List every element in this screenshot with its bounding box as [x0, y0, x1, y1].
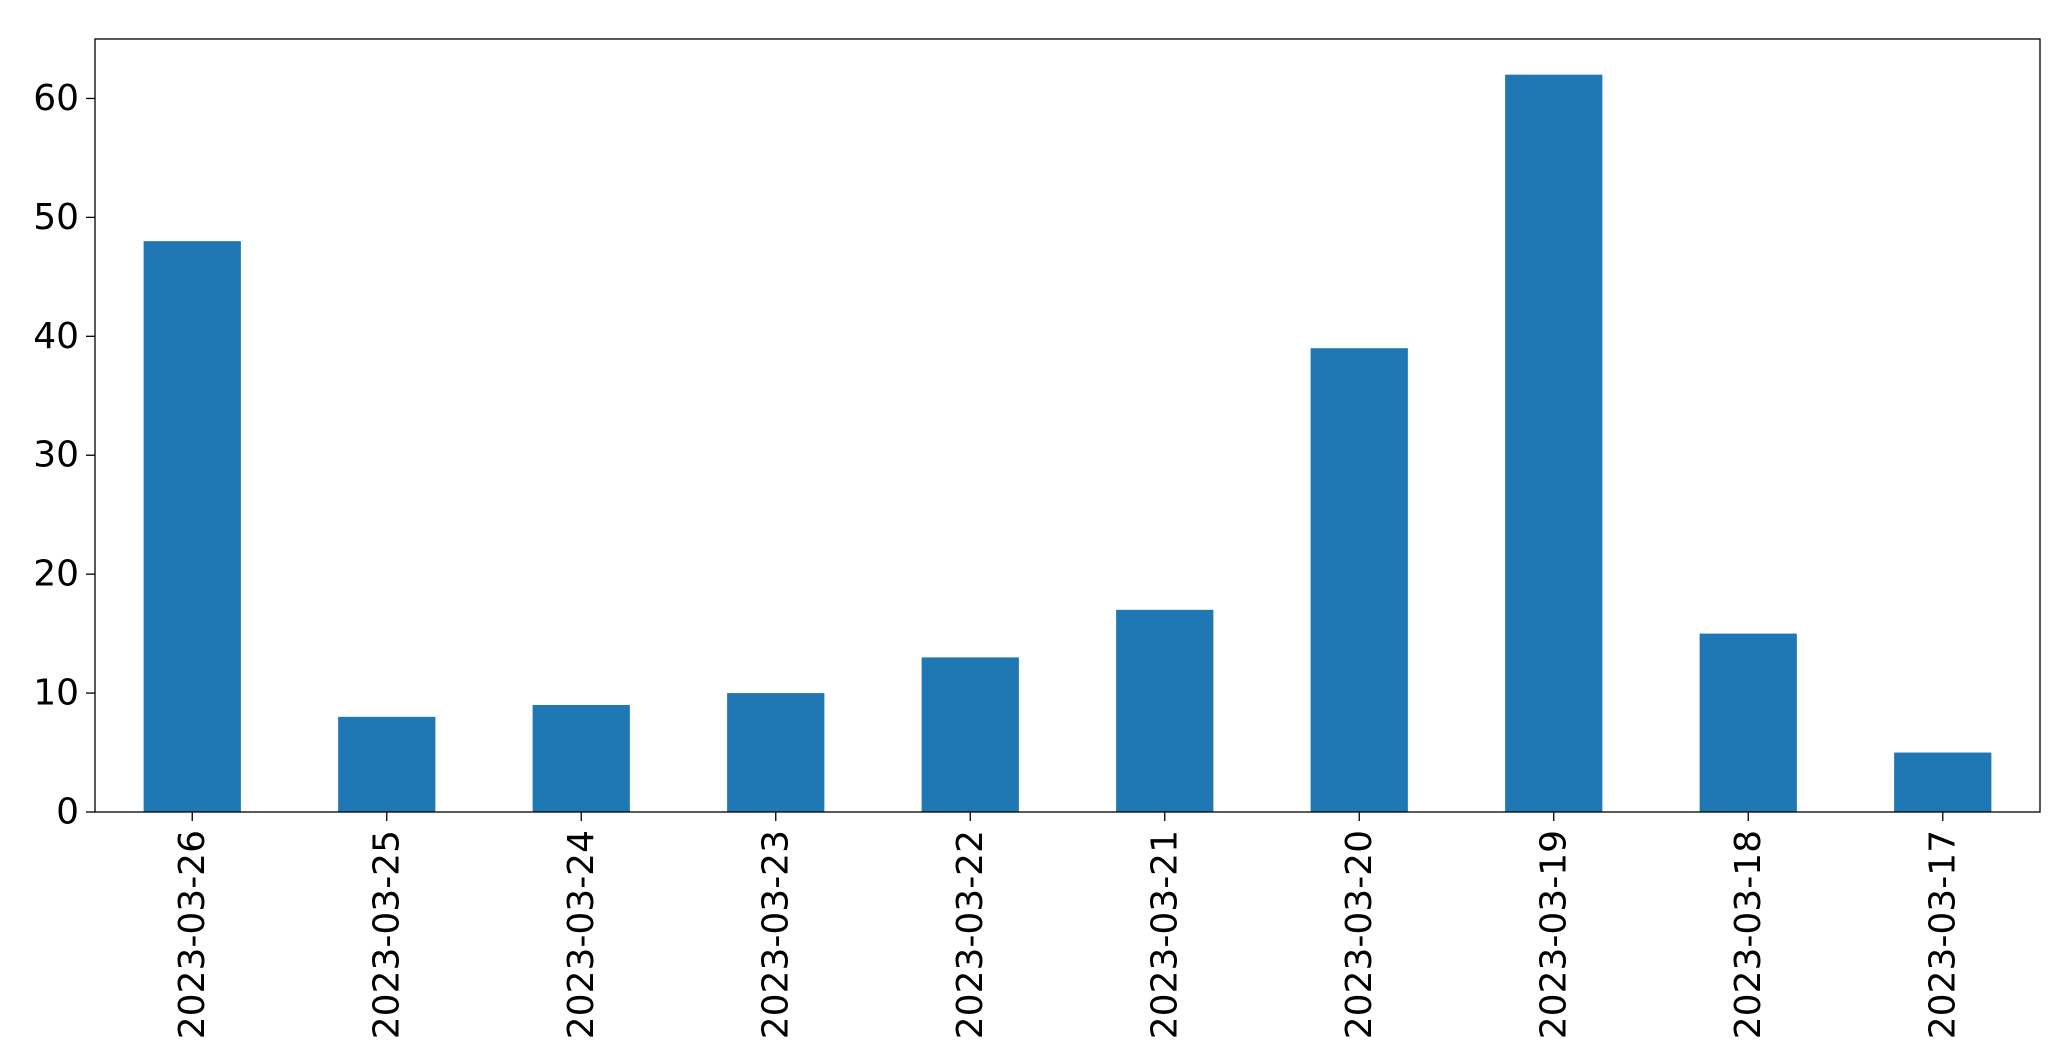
bar-2023-03-21 — [1116, 609, 1214, 812]
bar-2023-03-17 — [1894, 752, 1992, 812]
plot-frame — [94, 38, 2041, 813]
y-tick-label: 40 — [33, 316, 79, 357]
x-tick-label: 2023-03-19 — [1533, 830, 1574, 1039]
bar-2023-03-26 — [143, 241, 241, 812]
x-tick-label: 2023-03-17 — [1922, 830, 1963, 1039]
bar-2023-03-19 — [1505, 74, 1603, 812]
bar-2023-03-20 — [1310, 348, 1408, 812]
bar-2023-03-22 — [921, 657, 1019, 812]
bar-2023-03-25 — [338, 716, 436, 812]
bars-group — [143, 74, 1992, 812]
x-tick-label: 2023-03-25 — [366, 830, 407, 1039]
x-tick-label: 2023-03-20 — [1339, 830, 1380, 1039]
y-tick-label: 60 — [33, 78, 79, 119]
bar-2023-03-18 — [1699, 633, 1797, 812]
y-tick-label: 50 — [33, 197, 79, 238]
x-tick-label: 2023-03-23 — [755, 830, 796, 1039]
x-tick-label: 2023-03-26 — [172, 830, 213, 1039]
y-tick-label: 10 — [33, 673, 79, 714]
bar-2023-03-23 — [727, 693, 825, 812]
y-tick-label: 30 — [33, 435, 79, 476]
y-tick-label: 20 — [33, 554, 79, 595]
y-tick-label: 0 — [56, 792, 79, 833]
x-tick-label: 2023-03-21 — [1144, 830, 1185, 1039]
bar-2023-03-24 — [532, 704, 630, 812]
x-axis: 2023-03-26 2023-03-25 2023-03-24 2023-03-23… — [172, 812, 1963, 1039]
x-tick-label: 2023-03-18 — [1728, 830, 1769, 1039]
y-axis: 0 10 20 30 40 50 60 — [33, 78, 95, 833]
x-tick-label: 2023-03-24 — [561, 830, 602, 1039]
x-tick-label: 2023-03-22 — [950, 830, 991, 1039]
